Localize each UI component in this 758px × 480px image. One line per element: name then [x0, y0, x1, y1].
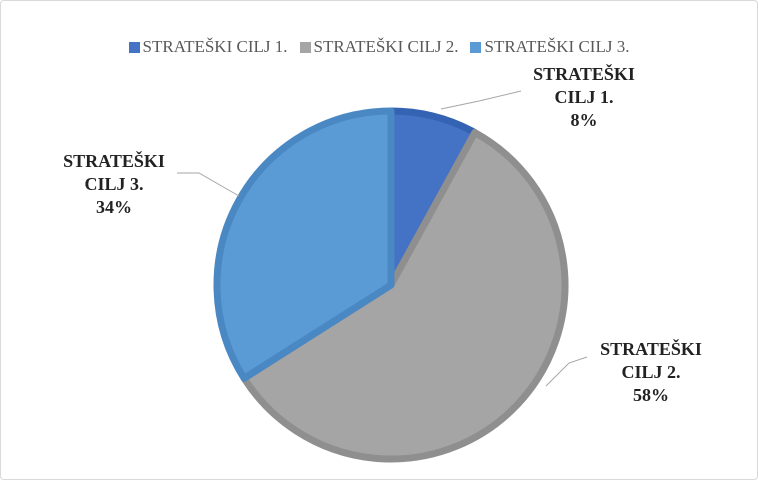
legend-swatch — [299, 41, 311, 53]
legend-label: STRATEŠKI CILJ 2. — [313, 37, 459, 56]
data-label-value: 58% — [633, 385, 669, 405]
legend: STRATEŠKI CILJ 1. STRATEŠKI CILJ 2. STRATE… — [1, 37, 757, 57]
data-label-value: 8% — [570, 110, 598, 130]
leader-line — [545, 356, 588, 387]
data-label: STRATEŠKI CILJ 2. 58% — [589, 338, 713, 407]
data-label-category: STRATEŠKI CILJ 3. — [63, 151, 165, 194]
legend-item: STRATEŠKI CILJ 1. — [128, 37, 288, 57]
data-label-category: STRATEŠKI CILJ 2. — [600, 339, 702, 382]
data-label-category: STRATEŠKI CILJ 1. — [533, 64, 635, 107]
pie-slice — [240, 129, 569, 463]
legend-swatch — [128, 41, 140, 53]
leader-line — [440, 90, 522, 110]
legend-item: STRATEŠKI CILJ 3. — [470, 37, 629, 57]
data-label: STRATEŠKI CILJ 1. 8% — [522, 63, 646, 132]
legend-item: STRATEŠKI CILJ 2. — [299, 37, 459, 57]
leader-line — [177, 172, 240, 197]
legend-label: STRATEŠKI CILJ 3. — [484, 37, 630, 56]
legend-label: STRATEŠKI CILJ 1. — [142, 37, 288, 56]
pie-slice — [213, 107, 395, 382]
legend-swatch — [470, 41, 482, 53]
data-label: STRATEŠKI CILJ 3. 34% — [52, 150, 176, 219]
data-label-value: 34% — [96, 197, 132, 217]
